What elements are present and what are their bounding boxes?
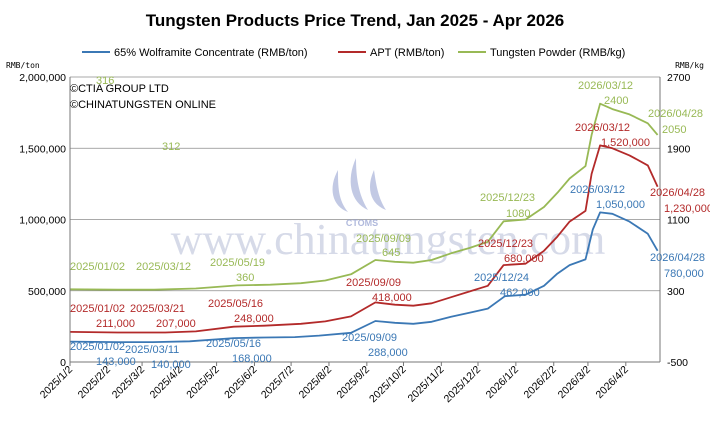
annotation-value: 143,000 <box>96 356 136 368</box>
annotation-date: 2025/09/09 <box>356 233 411 245</box>
right-axis-unit: RMB/kg <box>675 61 704 70</box>
annotation-value: 312 <box>162 141 180 153</box>
left-tick-label: 500,000 <box>28 286 66 298</box>
annotation-value: 168,000 <box>232 353 272 365</box>
logo-wave-left <box>332 170 348 212</box>
logo-text: CTOMS <box>346 218 378 228</box>
left-tick-label: 1,000,000 <box>19 215 66 227</box>
right-tick-label: 300 <box>667 286 685 298</box>
annotation-value: 360 <box>236 272 254 284</box>
annotation-value: 207,000 <box>156 318 196 330</box>
annotation-date: 2025/12/23 <box>480 192 535 204</box>
annotation-date: 2026/04/28 <box>648 108 703 120</box>
annotation-value: 780,000 <box>664 268 704 280</box>
annotation-date: 2025/01/02 <box>70 303 125 315</box>
tungsten-powder-line <box>69 102 659 291</box>
annotation-value: 645 <box>382 247 400 259</box>
right-tick-label: 1100 <box>667 215 690 227</box>
annotation-date: 2025/12/24 <box>474 272 529 284</box>
logo-wave-mid <box>350 158 368 210</box>
annotation-value: 680,000 <box>504 253 544 265</box>
wolframite-line <box>69 211 659 343</box>
annotation-value: 211,000 <box>96 318 135 330</box>
annotation-date: 2026/03/12 <box>578 80 633 92</box>
annotation-date: 2025/12/23 <box>478 238 533 250</box>
annotation-date: 2025/05/19 <box>210 257 265 269</box>
annotation-value: 2050 <box>662 124 686 136</box>
legend-label-tungsten-powder: Tungsten Powder (RMB/kg) <box>490 47 625 59</box>
apt-line <box>69 144 659 334</box>
left-axis-unit: RMB/ton <box>6 61 40 70</box>
right-tick-label: 1900 <box>667 143 691 155</box>
annotation-value: 418,000 <box>372 292 412 304</box>
legend-label-wolframite: 65% Wolframite Concentrate (RMB/ton) <box>114 47 308 59</box>
copyright-line-1: ©CTIA GROUP LTD <box>70 83 169 95</box>
annotation-date: 2025/05/16 <box>206 338 261 350</box>
chart-title: Tungsten Products Price Trend, Jan 2025 … <box>146 11 565 30</box>
annotations: 2025/01/02 316 2025/03/12 312 2025/05/19 360 2… <box>70 75 710 371</box>
annotation-date: 2026/04/28 <box>650 252 705 264</box>
logo: CTOMS <box>332 158 386 228</box>
annotation-date: 2025/05/16 <box>208 298 263 310</box>
left-tick-label: 0 <box>60 357 66 369</box>
annotation-date: 2025/01/02 <box>70 341 125 353</box>
annotation-date: 2025/09/09 <box>346 277 401 289</box>
annotation-value: 2400 <box>604 95 628 107</box>
annotation-date: 2026/03/12 <box>575 122 630 134</box>
right-axis-ticks: -500 300 1100 1900 2700 <box>667 72 691 369</box>
annotation-value: 316 <box>96 75 114 87</box>
logo-wave-right <box>370 170 386 210</box>
annotation-date: 2025/03/11 <box>125 344 179 356</box>
plot-lines <box>69 102 659 343</box>
legend: 65% Wolframite Concentrate (RMB/ton) APT… <box>82 47 625 59</box>
annotation-date: 2025/03/12 <box>136 261 191 273</box>
right-tick-label: 2700 <box>667 72 691 84</box>
annotation-value: 1080 <box>506 208 530 220</box>
annotation-value: 1,050,000 <box>596 199 645 211</box>
annotation-date: 2026/04/28 <box>650 187 705 199</box>
annotation-value: 140,000 <box>151 359 191 371</box>
annotation-date: 2026/03/12 <box>570 184 625 196</box>
annotation-value: 1,230,000 <box>664 203 710 215</box>
annotation-date: 2025/03/21 <box>130 303 185 315</box>
left-tick-label: 2,000,000 <box>19 72 66 84</box>
legend-label-apt: APT (RMB/ton) <box>370 47 444 59</box>
annotation-value: 248,000 <box>234 313 274 325</box>
watermark: www.chinatungsten.com <box>171 215 606 264</box>
left-axis-ticks: 0 500,000 1,000,000 1,500,000 2,000,000 <box>19 72 66 369</box>
left-tick-label: 1,500,000 <box>19 143 66 155</box>
axes <box>69 77 661 363</box>
annotation-date: 2025/01/02 <box>70 261 125 273</box>
copyright-line-2: ©CHINATUNGSTEN ONLINE <box>70 99 216 111</box>
annotation-value: 462,000 <box>500 287 540 299</box>
right-tick-label: -500 <box>667 357 688 369</box>
annotation-date: 2025/09/09 <box>342 332 397 344</box>
annotation-value: 288,000 <box>368 347 408 359</box>
annotation-value: 1,520,000 <box>601 137 650 149</box>
gridlines <box>70 76 660 292</box>
